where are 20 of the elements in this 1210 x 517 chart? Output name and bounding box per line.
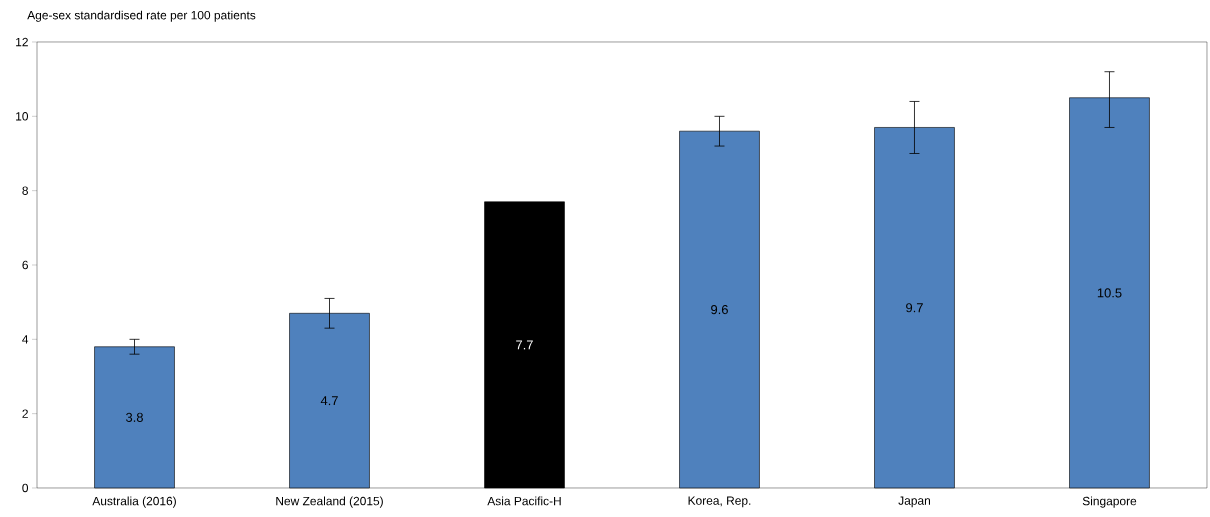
data-label: 3.8: [126, 412, 143, 422]
y-tick-label: 4: [22, 335, 29, 344]
data-label: 9.7: [906, 303, 923, 313]
data-label: 9.6: [711, 305, 728, 315]
x-tick-label: Australia (2016): [92, 496, 176, 508]
data-label: 4.7: [320, 396, 338, 406]
data-label: 7.7: [516, 340, 533, 350]
x-tick-label: Singapore: [1082, 496, 1137, 508]
y-tick-label: 6: [22, 260, 28, 270]
y-axis-title: Age-sex standardised rate per 100 patients: [27, 10, 256, 22]
x-tick-label: Asia Pacific-H: [487, 496, 561, 506]
y-tick-label: 12: [16, 37, 28, 47]
x-tick-label: New Zealand (2015): [276, 496, 383, 508]
data-label: 10.5: [1097, 288, 1122, 298]
y-tick-label: 0: [22, 483, 29, 493]
y-tick-label: 8: [22, 186, 28, 195]
y-tick-label: 2: [22, 409, 28, 418]
x-tick-label: Japan: [898, 496, 930, 508]
y-tick-label: 10: [16, 112, 29, 121]
x-tick-label: Korea, Rep.: [688, 496, 751, 508]
